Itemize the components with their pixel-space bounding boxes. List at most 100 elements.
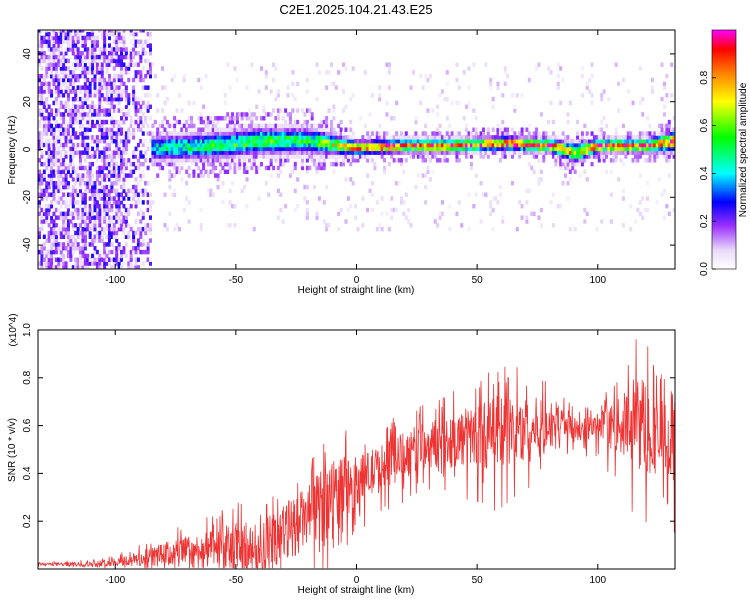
spectrogram-cell	[54, 234, 58, 239]
spectrogram-cell	[349, 127, 353, 132]
spectrogram-cell	[332, 116, 336, 121]
spectrogram-cell	[88, 211, 92, 217]
spectrogram-cell	[443, 146, 447, 152]
spectrogram-cell	[402, 142, 406, 148]
spectrogram-cell	[214, 127, 218, 132]
spectrogram-cell	[436, 112, 440, 117]
spectrogram-cell	[530, 211, 534, 217]
spectrogram-cell	[103, 246, 107, 251]
spectrogram-cell	[320, 150, 324, 155]
spectrogram-cell	[445, 116, 449, 121]
spectrogram-cell	[45, 238, 49, 243]
spectrogram-cell	[62, 104, 66, 109]
spectrogram-cell	[64, 203, 68, 209]
spectrogram-cell	[103, 135, 107, 140]
spectrogram-cell	[180, 158, 184, 163]
spectrogram-cell	[79, 192, 83, 197]
spectrogram-cell	[88, 104, 92, 109]
spectrogram-cell	[527, 146, 531, 152]
spectrogram-cell	[665, 135, 669, 140]
spectrogram-cell	[276, 123, 280, 129]
spectrogram-cell	[134, 177, 138, 182]
spectrogram-cell	[175, 131, 179, 136]
spectrogram-cell	[190, 161, 194, 167]
spectrogram-cell	[614, 131, 618, 136]
spectrogram-cell	[370, 181, 374, 186]
spectrogram-cell	[370, 142, 374, 148]
spectrogram-cell	[42, 203, 46, 209]
spectrogram-cell	[144, 181, 148, 186]
spectrogram-cell	[54, 62, 58, 67]
spectrogram-cell	[100, 226, 104, 232]
spectrogram-cell	[38, 181, 42, 186]
spectrogram-cell	[481, 192, 485, 197]
spectrogram-cell	[583, 219, 587, 224]
spectrogram-cell	[120, 226, 124, 232]
spectrogram-cell	[115, 146, 119, 152]
spectrogram-cell	[50, 154, 54, 159]
spectrogram-cell	[86, 127, 90, 132]
spectrogram-cell	[368, 135, 372, 140]
spectrogram-cell	[71, 150, 75, 155]
spectrogram-cell	[81, 226, 85, 232]
spectrogram-cell	[74, 146, 78, 152]
spectrogram-cell	[165, 131, 169, 136]
spectrogram-cell	[638, 173, 642, 178]
spectrogram-cell	[337, 131, 341, 136]
spectrogram-cell	[218, 150, 222, 155]
spectrogram-cell	[525, 142, 529, 148]
spectrogram-cell	[276, 215, 280, 220]
spectrogram-cell	[107, 196, 111, 201]
spectrogram-cell	[438, 146, 442, 152]
spectrogram-cell	[74, 169, 78, 174]
spectrogram-cell	[103, 146, 107, 152]
spectrogram-cell	[231, 112, 235, 117]
spectrogram-cell	[47, 93, 51, 98]
spectrogram-cell	[293, 165, 297, 171]
spectrogram-cell	[670, 93, 674, 98]
spectrogram-cell	[474, 173, 478, 178]
spectrogram-cell	[146, 146, 150, 152]
spectrogram-cell	[202, 119, 206, 125]
spectrogram-cell	[346, 135, 350, 140]
spectrogram-cell	[146, 100, 150, 106]
spectrogram-cell	[226, 138, 230, 144]
spectrogram-cell	[76, 77, 80, 83]
spectrogram-cell	[315, 161, 319, 167]
spectrogram-cell	[672, 131, 675, 136]
spectrogram-cell	[308, 142, 312, 148]
spectrogram-cell	[76, 177, 80, 182]
spectrogram-cell	[59, 154, 63, 159]
spectrogram-cell	[298, 127, 302, 132]
spectrogram-cell	[646, 116, 650, 121]
spectrogram-cell	[235, 158, 239, 163]
spectrogram-cell	[141, 261, 145, 266]
spectrogram-cell	[424, 158, 428, 163]
spectrogram-cell	[83, 257, 87, 262]
spectrogram-cell	[153, 177, 157, 182]
spectrogram-cell	[141, 43, 145, 48]
spectrogram-cell	[107, 154, 111, 159]
spectrogram-cell	[653, 158, 657, 163]
spectrogram-cell	[221, 138, 225, 144]
spectrogram-cell	[110, 184, 114, 190]
spectrogram-cell	[424, 142, 428, 148]
spectrogram-cell	[245, 138, 249, 144]
spectrogram-cell	[86, 261, 90, 266]
spectrogram-cell	[286, 138, 290, 144]
spectrogram-cell	[110, 177, 114, 182]
spectrogram-cell	[122, 173, 126, 178]
spectrogram-cell	[327, 138, 331, 144]
colorbar: 0.00.20.40.60.8 Normalized spectral ampl…	[699, 29, 749, 276]
spectrogram-cell	[496, 200, 500, 205]
spectrogram-cell	[457, 150, 461, 155]
spectrogram-cell	[469, 150, 473, 155]
spectrogram-cell	[74, 150, 78, 155]
spectrogram-cell	[187, 138, 191, 144]
spectrogram-cell	[238, 161, 242, 167]
spectrogram-cell	[617, 150, 621, 155]
spectrogram-cell	[83, 203, 87, 209]
spectrogram-cell	[182, 146, 186, 152]
spectrogram-cell	[494, 146, 498, 152]
spectrogram-cell	[607, 150, 611, 155]
